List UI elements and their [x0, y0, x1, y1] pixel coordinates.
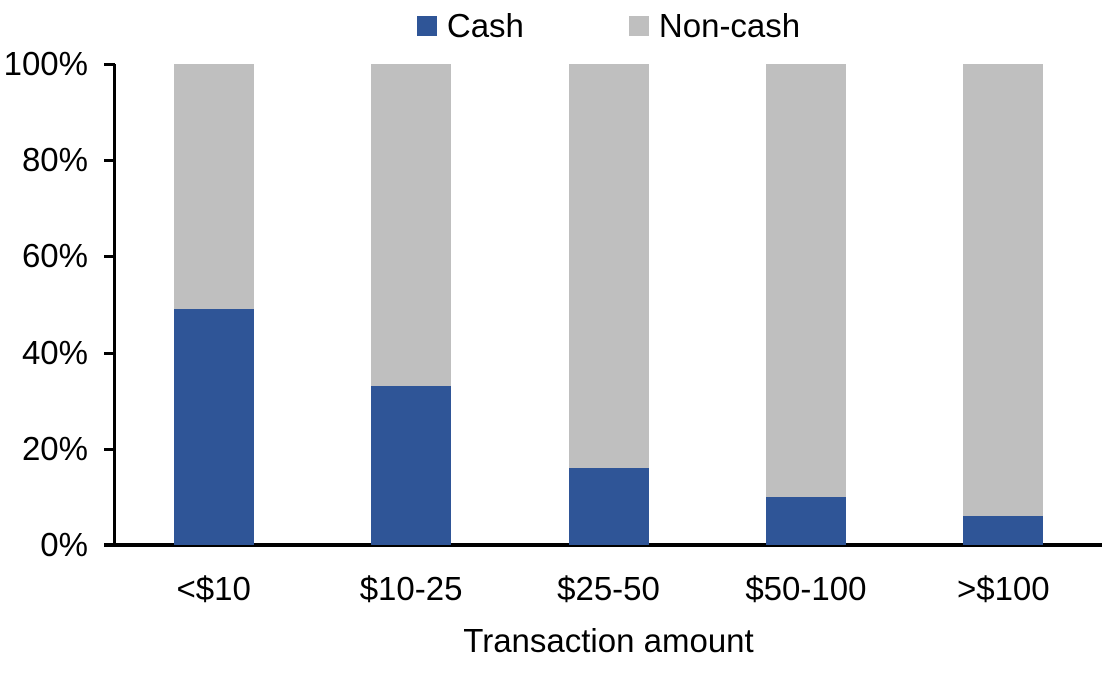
x-axis-title: Transaction amount [463, 622, 754, 659]
cash-legend-swatch-icon [416, 16, 437, 36]
noncash-legend-swatch-icon [628, 16, 649, 36]
y-axis-line [113, 64, 116, 545]
y-tick-label: 40% [21, 333, 88, 371]
legend: Cash Non-cash [115, 6, 1102, 46]
y-tick-label: 100% [3, 45, 88, 82]
bar-segment-noncash [963, 64, 1044, 517]
bar-segment-noncash [568, 64, 649, 469]
legend-label-noncash: Non-cash [658, 7, 801, 44]
y-tick-label: 60% [21, 237, 88, 275]
plot-area [115, 64, 1102, 545]
y-axis-tick [104, 63, 115, 66]
bar-segment-noncash [371, 64, 452, 387]
bar-segment-noncash [173, 64, 254, 310]
x-axis-line [104, 543, 1102, 547]
x-category-label: $10-25 [359, 570, 463, 607]
bar-segment-cash [173, 309, 254, 545]
legend-item-cash: Cash [416, 6, 524, 46]
x-category-label: $25-50 [557, 570, 660, 607]
y-axis-tick [104, 255, 115, 259]
x-category-label: >$100 [956, 570, 1050, 607]
y-tick-label: 0% [40, 526, 88, 563]
y-tick-label: 80% [21, 141, 88, 179]
x-category-label: <$10 [176, 570, 251, 607]
bar-segment-noncash [765, 64, 846, 497]
y-axis-tick [104, 159, 115, 163]
x-category-label: $50-100 [745, 570, 867, 607]
bar-segment-cash [963, 516, 1044, 545]
y-axis-tick [104, 544, 115, 547]
y-axis-tick [104, 351, 115, 355]
legend-label-cash: Cash [446, 7, 524, 44]
y-tick-label: 20% [21, 429, 88, 467]
y-axis-tick [104, 447, 115, 451]
bar-segment-cash [371, 386, 452, 545]
bar-segment-cash [568, 468, 649, 545]
legend-item-noncash: Non-cash [628, 6, 801, 46]
bar-segment-cash [765, 496, 846, 545]
